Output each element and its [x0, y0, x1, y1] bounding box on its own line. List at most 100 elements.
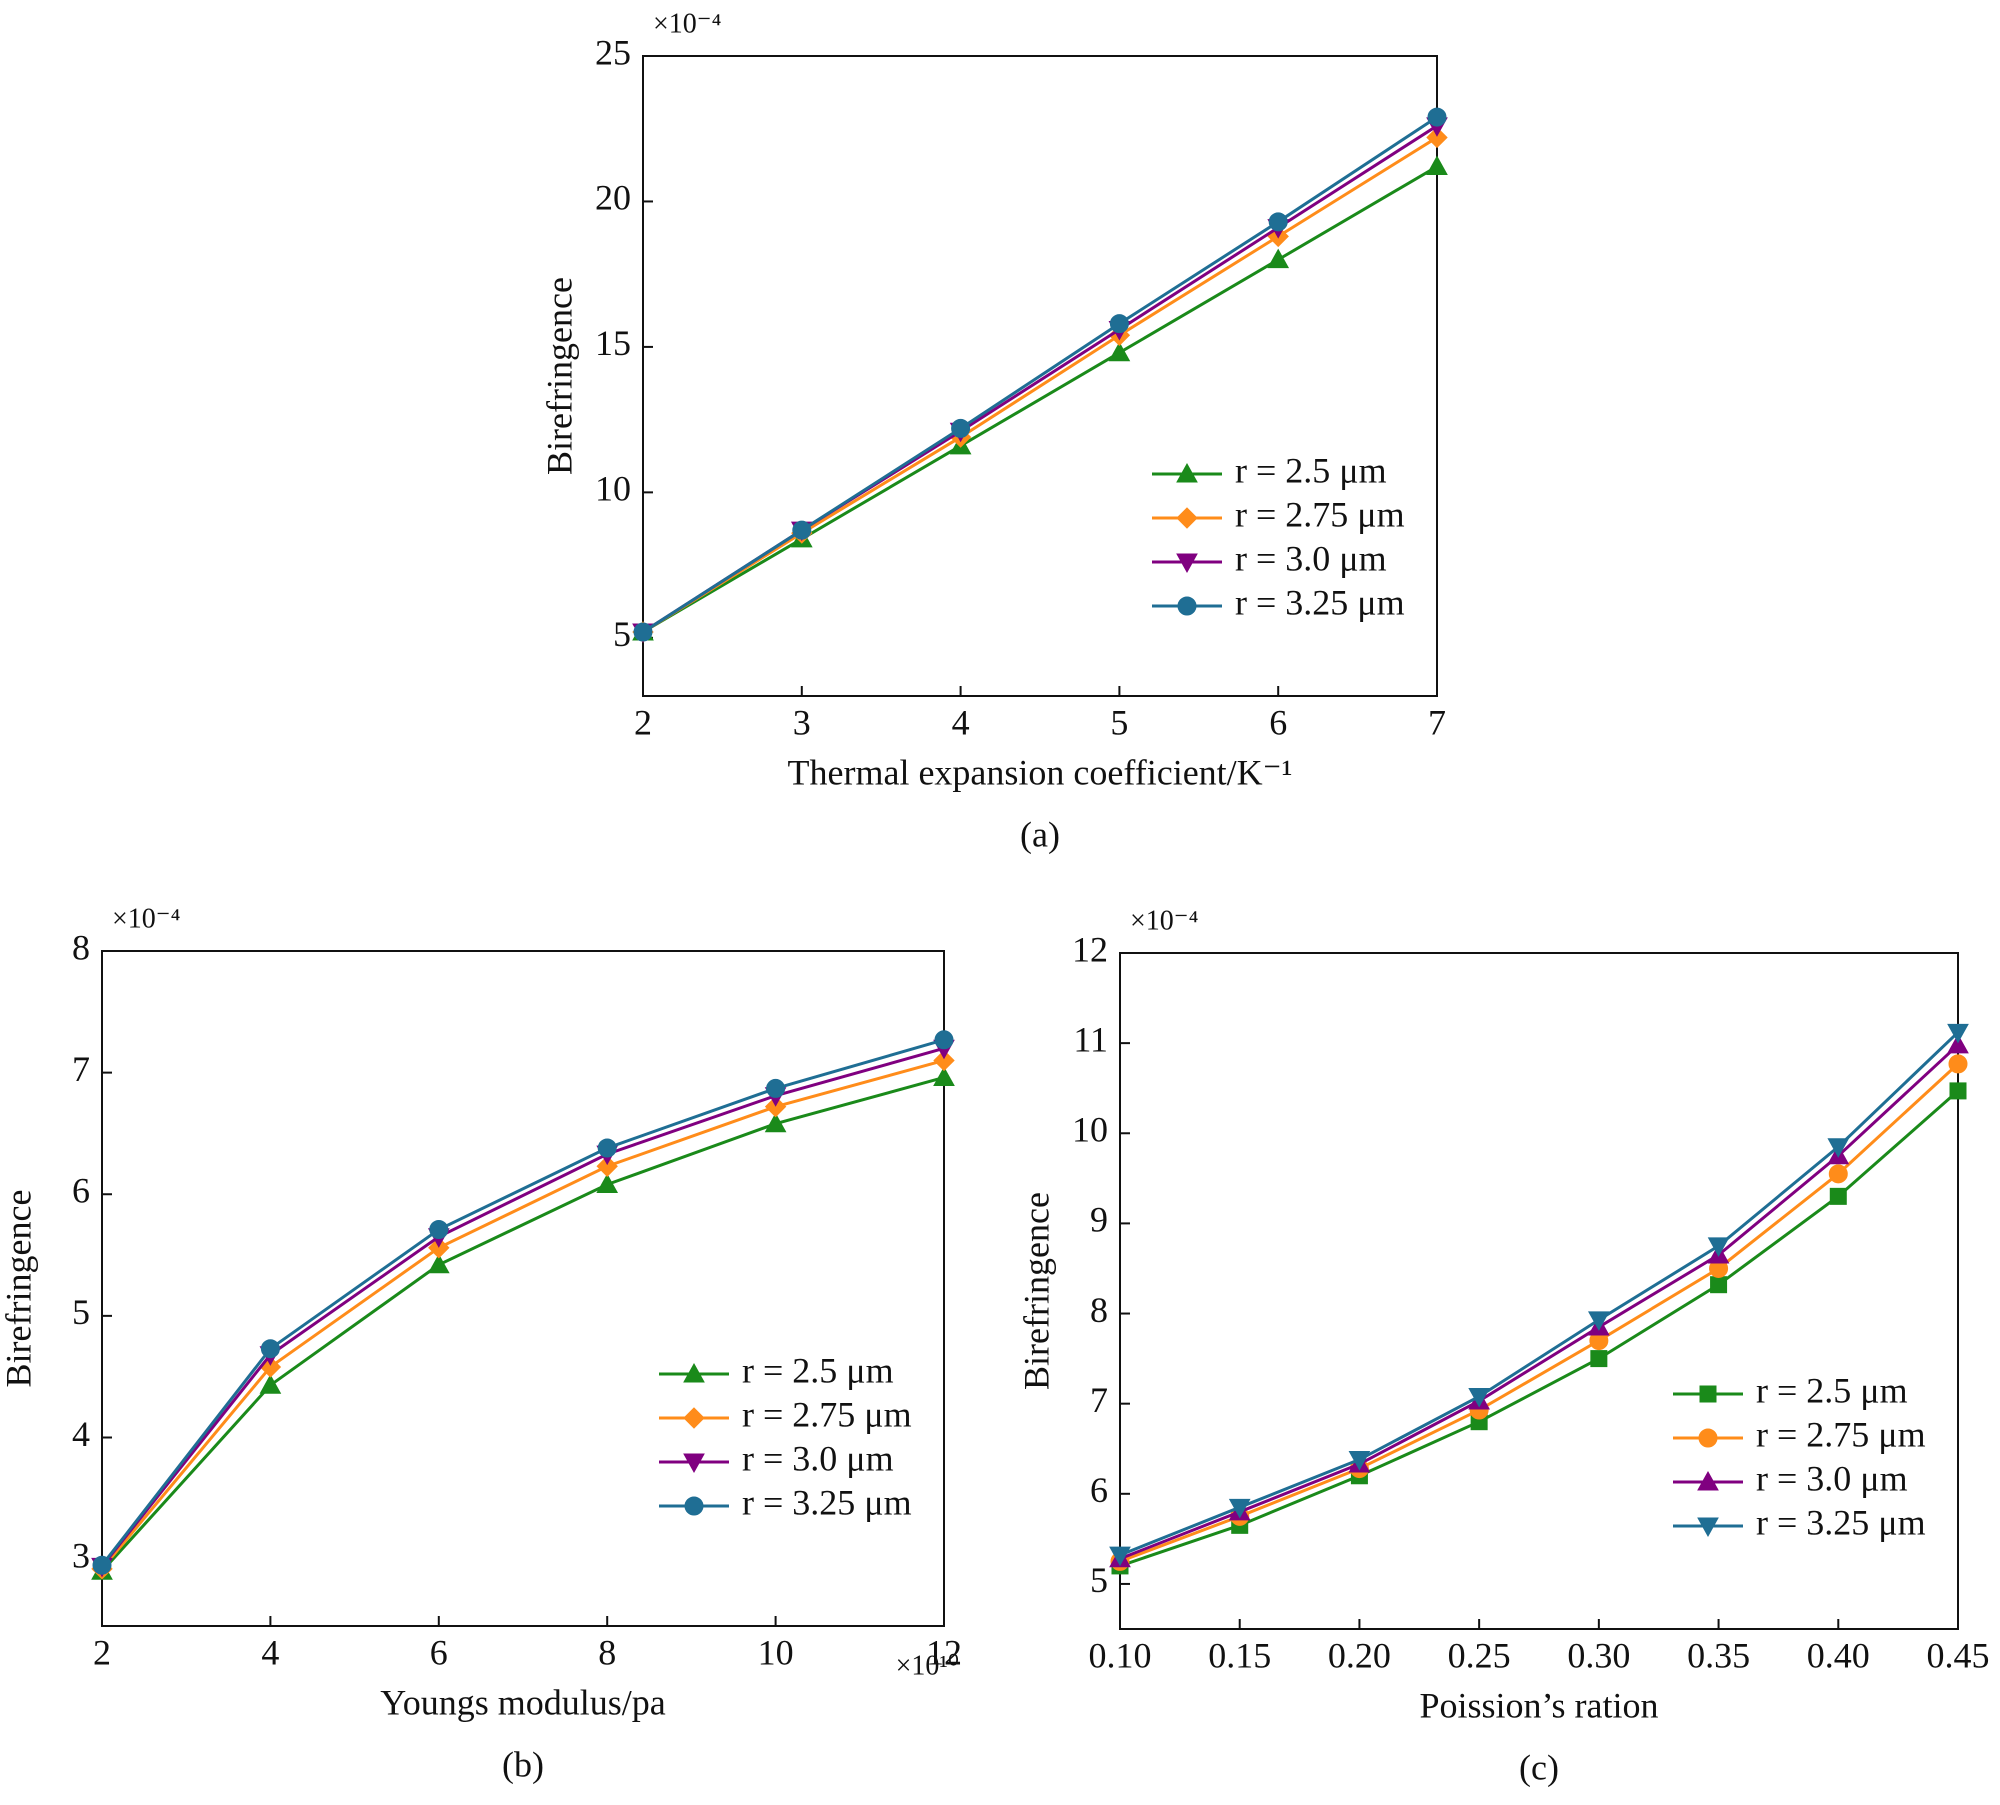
data-point — [596, 1173, 619, 1194]
plot-frame — [642, 55, 1438, 697]
legend-marker — [1697, 1517, 1719, 1538]
data-point — [1947, 1033, 1969, 1054]
data-point — [1109, 1546, 1131, 1567]
legend-label: r = 2.5 μm — [742, 1350, 894, 1390]
x-tick-label: 0.40 — [1807, 1635, 1870, 1675]
data-point — [766, 1078, 786, 1098]
data-point — [427, 1253, 450, 1274]
legend-marker — [1699, 1385, 1717, 1403]
series-line — [642, 136, 1438, 634]
x-tick-label: 0.30 — [1567, 1635, 1630, 1675]
y-tick-label: 25 — [595, 32, 631, 72]
data-point — [1348, 1451, 1371, 1471]
data-point — [1108, 341, 1131, 362]
data-point — [933, 1066, 955, 1086]
y-tick-label: 4 — [72, 1414, 90, 1454]
caption: (a) — [1020, 814, 1060, 854]
legend-label: r = 3.0 μm — [1235, 538, 1387, 578]
data-point — [934, 1030, 954, 1050]
y-tick-label: 9 — [1090, 1200, 1108, 1240]
plot-frame — [101, 950, 945, 1627]
legend-label: r = 2.5 μm — [1756, 1370, 1908, 1410]
y-tick-label: 5 — [613, 614, 631, 654]
data-point — [1949, 1082, 1967, 1100]
series-line — [100, 1046, 945, 1568]
data-point — [1588, 1311, 1610, 1331]
x-tick-label: 0.10 — [1089, 1635, 1152, 1675]
y-tick-label: 8 — [72, 927, 90, 967]
legend-marker — [1176, 507, 1198, 529]
data-point — [764, 1112, 787, 1133]
y-axis-label: Birefringence — [0, 1190, 38, 1388]
legend-marker — [683, 1453, 705, 1474]
data-point — [1228, 1498, 1251, 1519]
data-point — [1268, 212, 1288, 232]
y-tick-label: 5 — [72, 1292, 90, 1332]
legend-label: r = 2.75 μm — [742, 1394, 912, 1434]
data-point — [260, 1339, 280, 1359]
series-line — [100, 1076, 945, 1573]
x-tick-label: 3 — [793, 702, 811, 742]
data-point — [1109, 314, 1129, 334]
data-point — [597, 1138, 617, 1158]
legend-marker — [1176, 462, 1198, 483]
data-point — [1710, 1276, 1728, 1294]
y-axis-label: Birefringence — [539, 277, 579, 475]
data-point — [1707, 1237, 1730, 1257]
series-line — [1119, 1043, 1960, 1561]
x-tick-label: 2 — [93, 1632, 111, 1672]
data-point — [259, 1374, 282, 1394]
data-point — [1828, 1164, 1848, 1184]
x-tick-label: 6 — [430, 1632, 448, 1672]
caption: (c) — [1519, 1747, 1559, 1787]
y-tick-label: 10 — [1072, 1110, 1108, 1150]
x-tick-label: 6 — [1269, 702, 1287, 742]
data-point — [1947, 1023, 1969, 1044]
legend-label: r = 2.5 μm — [1235, 450, 1387, 490]
legend-marker — [1176, 553, 1198, 574]
legend-label: r = 2.75 μm — [1756, 1414, 1926, 1454]
legend-label: r = 3.0 μm — [1756, 1458, 1908, 1498]
data-point — [792, 520, 812, 540]
x-tick-label: 12 — [926, 1632, 962, 1672]
y-tick-label: 20 — [595, 178, 631, 218]
legend-label: r = 3.0 μm — [742, 1438, 894, 1478]
series-line — [1119, 1031, 1960, 1557]
y-tick-label: 11 — [1073, 1019, 1108, 1059]
y-tick-label: 10 — [595, 469, 631, 509]
y-tick-label: 7 — [72, 1049, 90, 1089]
y-tick-label: 15 — [595, 323, 631, 363]
y-tick-label: 8 — [1090, 1290, 1108, 1330]
x-tick-label: 0.25 — [1448, 1635, 1511, 1675]
legend-label: r = 3.25 μm — [1235, 582, 1405, 622]
x-tick-label: 5 — [1110, 702, 1128, 742]
legend-marker — [1177, 596, 1197, 616]
data-point — [1426, 126, 1448, 149]
y-axis-label: Birefringence — [1016, 1192, 1056, 1390]
series-line — [642, 165, 1438, 634]
data-point — [429, 1220, 449, 1240]
data-point — [951, 418, 971, 438]
data-point — [1948, 1054, 1968, 1074]
series-line — [642, 115, 1438, 634]
x-tick-label: 0.35 — [1687, 1635, 1750, 1675]
y-multiplier: ×10⁻⁴ — [653, 8, 721, 39]
y-tick-label: 5 — [1090, 1560, 1108, 1600]
x-axis-label: Thermal expansion coefficient/K⁻¹ — [788, 752, 1293, 792]
legend-label: r = 2.75 μm — [1235, 494, 1405, 534]
legend-label: r = 3.25 μm — [1756, 1502, 1926, 1542]
legend-marker — [1697, 1470, 1719, 1491]
plot-frame — [1119, 952, 1959, 1630]
data-point — [1829, 1187, 1847, 1205]
data-point — [1590, 1350, 1608, 1368]
x-tick-label: 4 — [261, 1632, 279, 1672]
legend-marker — [1698, 1428, 1718, 1448]
x-tick-label: 7 — [1428, 702, 1446, 742]
caption: (b) — [502, 1744, 544, 1784]
data-point — [1468, 1387, 1490, 1408]
data-point — [633, 622, 653, 642]
y-tick-label: 12 — [1072, 929, 1108, 969]
data-point — [933, 1049, 955, 1072]
x-tick-label: 0.45 — [1927, 1635, 1990, 1675]
